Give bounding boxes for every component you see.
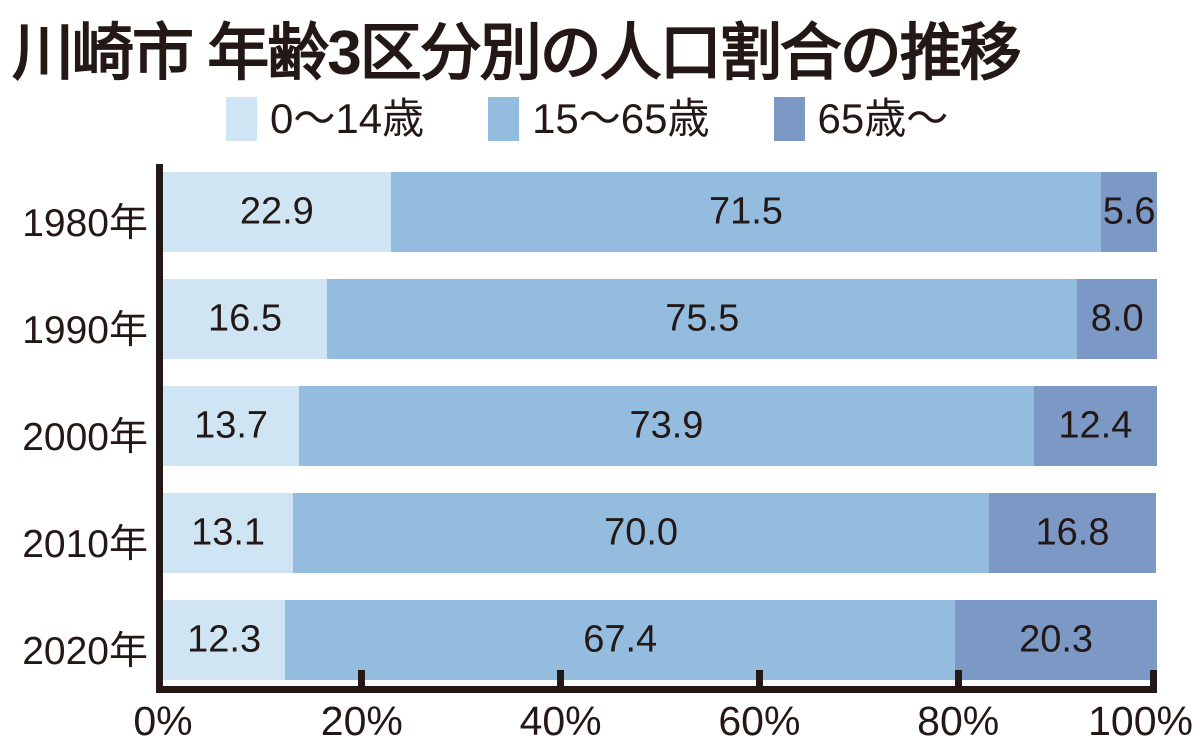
axis-tick (954, 670, 962, 686)
bar-value-label: 16.5 (208, 297, 282, 340)
chart-title: 川崎市 年齢3区分別の人口割合の推移 (12, 19, 1022, 88)
bar-value-label: 13.7 (194, 404, 269, 447)
axis-tick-label: 20% (320, 698, 403, 744)
bar-segment: 12.3 (163, 600, 286, 680)
y-axis-line (156, 164, 163, 693)
axis-tick-label: 40% (519, 698, 602, 744)
bar-row: 13.1 70.0 16.8 (163, 493, 1157, 573)
bar-value-label: 8.0 (1090, 297, 1144, 340)
bar-segment: 71.5 (390, 172, 1102, 252)
legend-item: 65歳〜 (773, 95, 949, 142)
bar-value-label: 20.3 (1019, 618, 1094, 661)
bar-segment: 70.0 (293, 493, 989, 573)
axis-tick-label: 60% (718, 698, 801, 744)
axis-tick (557, 670, 565, 686)
legend-label: 0〜14歳 (270, 95, 425, 142)
bar-segment: 13.7 (163, 386, 300, 466)
year-label: 1990年 (22, 309, 148, 352)
bar-value-label: 73.9 (629, 404, 704, 447)
bar-segment: 16.5 (163, 279, 327, 359)
bar-segment: 16.8 (989, 493, 1156, 573)
year-label: 2000年 (22, 416, 148, 459)
axis-tick-label: 80% (917, 698, 1000, 744)
legend-label: 15〜65歳 (532, 95, 710, 142)
bar-segment: 12.4 (1033, 386, 1157, 466)
bar-row: 22.9 71.5 5.6 (163, 172, 1157, 252)
bar-segment: 8.0 (1077, 279, 1157, 359)
axis-tick-label: 100% (1088, 698, 1193, 744)
bar-value-label: 16.8 (1035, 511, 1110, 554)
year-label: 1980年 (22, 202, 148, 245)
bar-value-label: 5.6 (1102, 190, 1156, 233)
bar-row: 12.3 67.4 20.3 (163, 600, 1157, 680)
bar-row: 13.7 73.9 12.4 (163, 386, 1157, 466)
bar-segment: 20.3 (955, 600, 1157, 680)
legend-label: 65歳〜 (817, 95, 949, 142)
bar-segment: 75.5 (327, 279, 1078, 359)
bar-value-label: 12.3 (187, 618, 262, 661)
legend-swatch (226, 97, 257, 141)
axis-tick (755, 670, 763, 686)
bar-value-label: 71.5 (708, 190, 783, 233)
bar-segment: 73.9 (299, 386, 1034, 466)
bar-segment: 22.9 (163, 172, 391, 252)
bar-row: 16.5 75.5 8.0 (163, 279, 1157, 359)
bar-segment: 67.4 (285, 600, 956, 680)
legend-item: 15〜65歳 (488, 95, 710, 142)
bar-value-label: 12.4 (1058, 404, 1133, 447)
bar-segment: 13.1 (163, 493, 294, 573)
axis-tick (1150, 670, 1157, 686)
axis-tick-label: 0% (133, 698, 193, 744)
legend: 0〜14歳 15〜65歳 65歳〜 (226, 95, 948, 143)
axis-tick (358, 670, 366, 686)
bar-value-label: 22.9 (239, 190, 314, 233)
bar-value-label: 67.4 (583, 618, 658, 661)
bar-value-label: 70.0 (604, 511, 679, 554)
legend-swatch (488, 97, 520, 141)
bar-value-label: 75.5 (665, 297, 740, 340)
bar-segment: 5.6 (1101, 172, 1157, 252)
year-label: 2020年 (22, 630, 148, 673)
year-label: 2010年 (22, 523, 148, 566)
legend-item: 0〜14歳 (226, 97, 424, 141)
x-axis-line (156, 686, 1157, 693)
legend-swatch (773, 97, 805, 141)
bar-value-label: 13.1 (191, 511, 266, 554)
